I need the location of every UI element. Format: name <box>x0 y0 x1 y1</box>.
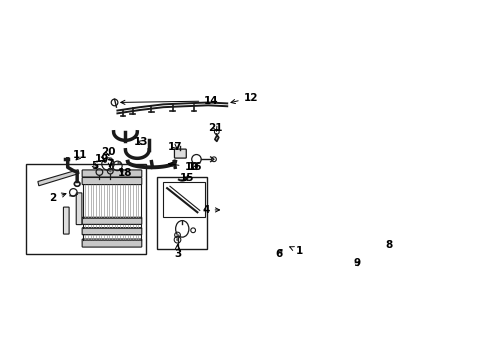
Text: 19: 19 <box>95 154 109 164</box>
Text: 12: 12 <box>231 93 258 104</box>
Text: 17: 17 <box>168 142 182 152</box>
Text: 11: 11 <box>73 150 88 161</box>
FancyBboxPatch shape <box>82 170 142 177</box>
Text: 6: 6 <box>276 249 283 259</box>
Text: 7: 7 <box>107 159 114 169</box>
Circle shape <box>104 160 106 163</box>
FancyBboxPatch shape <box>82 177 142 185</box>
Text: 10: 10 <box>169 162 199 172</box>
Text: 13: 13 <box>134 137 148 147</box>
Text: 5: 5 <box>91 161 98 171</box>
Text: 18: 18 <box>118 168 133 179</box>
Circle shape <box>109 158 112 161</box>
FancyBboxPatch shape <box>174 149 186 158</box>
Text: 2: 2 <box>49 193 66 203</box>
Text: 14: 14 <box>121 96 219 106</box>
Text: 15: 15 <box>180 173 195 183</box>
Bar <box>26 164 146 254</box>
Text: 9: 9 <box>354 258 361 269</box>
Text: 1: 1 <box>290 246 303 256</box>
Polygon shape <box>38 170 79 186</box>
FancyBboxPatch shape <box>82 217 142 224</box>
FancyBboxPatch shape <box>82 239 142 247</box>
Text: 4: 4 <box>202 205 220 215</box>
Circle shape <box>176 234 179 236</box>
Circle shape <box>176 238 179 241</box>
Circle shape <box>109 170 112 172</box>
FancyBboxPatch shape <box>63 207 69 234</box>
Text: 20: 20 <box>100 147 115 157</box>
FancyBboxPatch shape <box>76 193 82 225</box>
Bar <box>157 177 207 249</box>
Text: 8: 8 <box>386 240 393 251</box>
Bar <box>163 183 204 217</box>
Text: 16: 16 <box>188 162 202 172</box>
Circle shape <box>118 162 121 165</box>
Text: 21: 21 <box>208 123 222 133</box>
FancyBboxPatch shape <box>82 228 142 235</box>
Text: 3: 3 <box>174 245 181 259</box>
